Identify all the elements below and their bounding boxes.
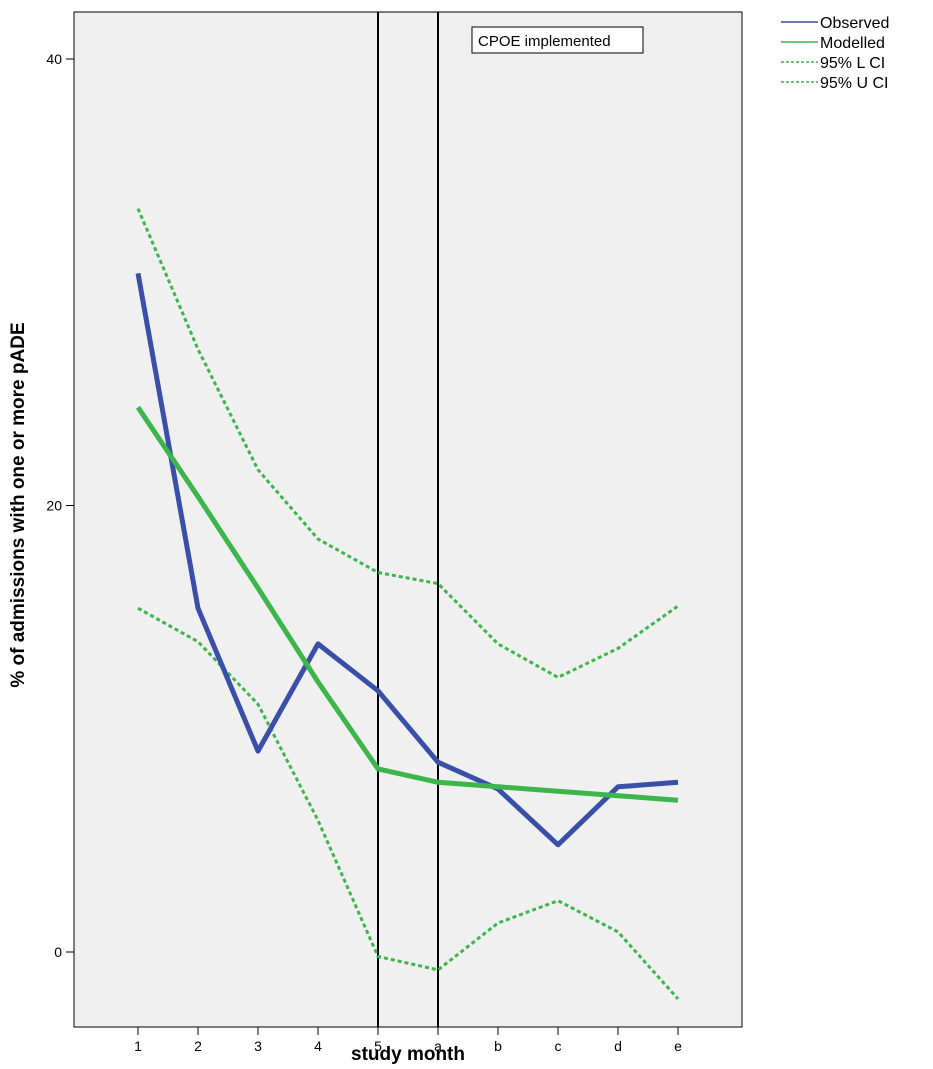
x-tick-label: 2 <box>194 1038 202 1054</box>
x-tick-label: d <box>614 1038 622 1054</box>
legend-label: 95% L CI <box>820 55 885 72</box>
y-tick-label: 0 <box>54 944 62 960</box>
legend-label: Observed <box>820 15 889 32</box>
series-95-l-ci <box>137 606 680 1000</box>
x-tick-label: a <box>434 1038 442 1054</box>
y-tick-label: 40 <box>46 51 62 67</box>
x-tick-label: 3 <box>254 1038 262 1054</box>
annotation: CPOE implemented <box>471 26 644 54</box>
reference-lines <box>377 12 439 1027</box>
y-tick-label: 20 <box>46 498 62 514</box>
series-modelled <box>135 405 679 803</box>
x-axis: 1 2 3 4 5 a b c d e <box>134 1027 682 1054</box>
y-axis: 0 20 40 <box>46 51 74 960</box>
x-tick-label: 1 <box>134 1038 142 1054</box>
x-tick-label: 5 <box>374 1038 382 1054</box>
series-layer <box>135 208 680 1000</box>
x-tick-label: c <box>555 1038 562 1054</box>
series-observed <box>135 272 679 848</box>
legend: Observed Modelled 95% L CI 95% U CI <box>781 15 889 92</box>
plot-area <box>73 11 743 1028</box>
x-tick-label: e <box>674 1038 682 1054</box>
annotation-box <box>471 26 644 54</box>
annotation-label: CPOE implemented <box>478 33 611 50</box>
x-axis-title: study month <box>351 1044 465 1065</box>
x-tick-label: b <box>494 1038 502 1054</box>
legend-label: Modelled <box>820 35 885 52</box>
legend-label: 95% U CI <box>820 75 888 92</box>
series-95-u-ci <box>136 208 679 679</box>
x-tick-label: 4 <box>314 1038 322 1054</box>
y-axis-title: % of admissions with one or more pADE <box>8 322 29 687</box>
